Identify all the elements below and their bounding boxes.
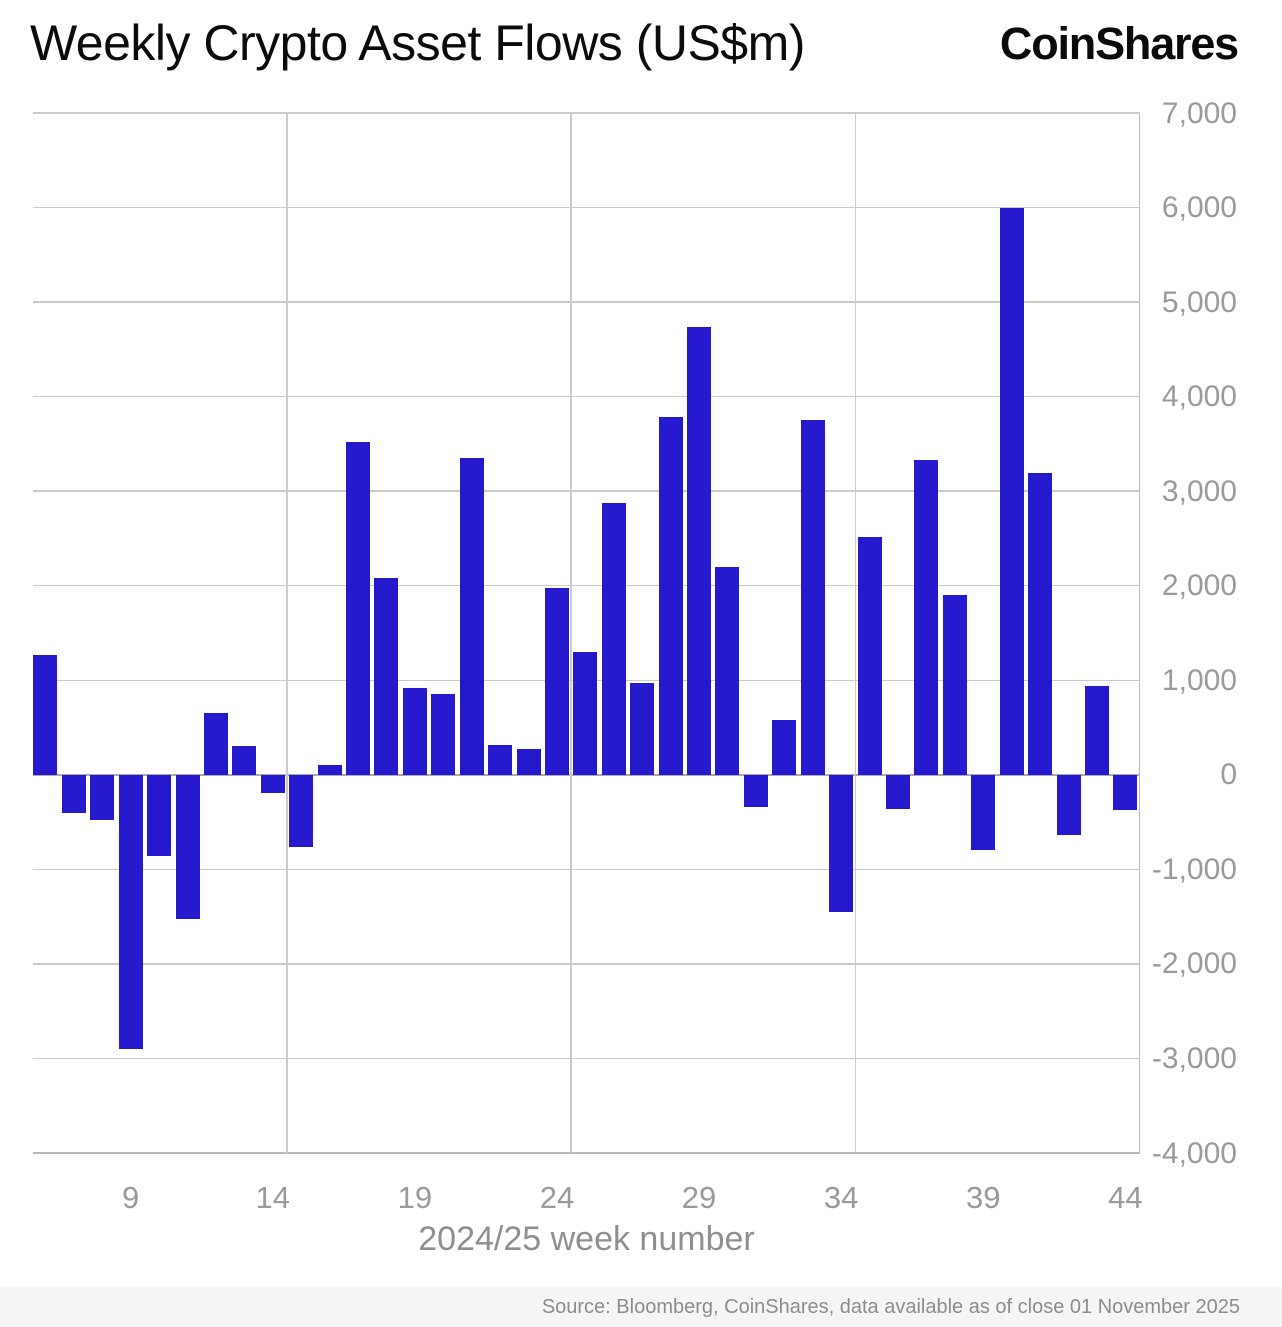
bar-week-39 (971, 774, 996, 850)
bar-week-16 (317, 764, 342, 775)
bar-week-18 (374, 578, 399, 775)
v-gridline (854, 113, 857, 1153)
bar-week-26 (601, 502, 626, 775)
bar-week-19 (402, 688, 427, 775)
bar-week-44 (1113, 774, 1138, 810)
bar-week-33 (800, 420, 825, 775)
x-tick-label: 9 (122, 1180, 140, 1215)
y-tick-label: 2,000 (1161, 569, 1237, 603)
h-gridline (33, 206, 1140, 209)
y-tick-label: 0 (1220, 758, 1237, 792)
x-tick-label: 34 (823, 1180, 859, 1215)
right-axis-line (1138, 113, 1141, 1153)
x-tick-label: 29 (681, 1180, 717, 1215)
bar-week-17 (346, 442, 371, 775)
bar-week-9 (118, 774, 143, 1049)
zero-gridline (33, 773, 1140, 776)
h-gridline (33, 963, 1140, 965)
y-tick-label: -2,000 (1151, 947, 1237, 981)
bar-week-11 (175, 774, 200, 920)
x-tick-label: 19 (397, 1180, 433, 1215)
source-note: Source: Bloomberg, CoinShares, data avai… (541, 1296, 1240, 1318)
footer-strip (0, 1287, 1282, 1327)
bar-week-23 (516, 748, 541, 775)
bar-week-43 (1084, 685, 1109, 775)
y-tick-label: -3,000 (1151, 1041, 1237, 1075)
bar-week-27 (630, 683, 655, 775)
y-tick-label: 6,000 (1161, 191, 1237, 225)
y-tick-label: 3,000 (1161, 474, 1237, 508)
bar-week-14 (260, 774, 285, 793)
x-tick-label: 14 (255, 1180, 290, 1215)
x-tick-label: 24 (539, 1180, 575, 1215)
y-tick-label: -1,000 (1151, 852, 1237, 886)
bar-week-41 (1028, 473, 1053, 775)
bar-week-15 (289, 774, 314, 847)
chart-title: Weekly Crypto Asset Flows (US$m) (30, 15, 805, 71)
h-gridline (33, 1152, 1140, 1154)
bar-week-40 (999, 207, 1024, 775)
bar-week-10 (147, 774, 172, 857)
h-gridline (33, 1057, 1140, 1060)
h-gridline (33, 395, 1140, 398)
bar-week-24 (544, 587, 569, 775)
bar-week-32 (772, 719, 797, 775)
bar-week-30 (715, 566, 740, 775)
x-tick-label: 44 (1108, 1180, 1143, 1215)
h-gridline (33, 584, 1140, 587)
v-gridline (570, 113, 572, 1153)
bar-week-35 (857, 536, 882, 775)
y-tick-label: 7,000 (1161, 96, 1237, 130)
bar-week-7 (61, 774, 86, 813)
bar-week-28 (658, 417, 683, 775)
bar-week-12 (203, 713, 228, 775)
v-gridline (286, 113, 288, 1153)
bar-week-20 (431, 693, 456, 775)
bar-week-38 (942, 595, 967, 775)
bar-week-37 (914, 459, 939, 775)
bar-week-34 (829, 774, 854, 912)
bar-week-25 (573, 651, 598, 775)
y-tick-label: 5,000 (1161, 285, 1237, 319)
bar-week-36 (886, 774, 910, 809)
bar-week-29 (687, 326, 712, 775)
y-tick-label: -4,000 (1151, 1136, 1237, 1170)
h-gridline (33, 112, 1140, 114)
bar-week-8 (90, 774, 115, 820)
bar-week-22 (488, 744, 513, 775)
bar-week-21 (459, 458, 484, 775)
bar-week-31 (743, 774, 768, 808)
x-tick-label: 39 (966, 1180, 1001, 1215)
coinshares-logo: CoinShares (999, 18, 1239, 69)
y-tick-label: 4,000 (1161, 380, 1237, 414)
bar-week-6 (33, 654, 58, 775)
h-gridline (33, 490, 1140, 492)
y-tick-label: 1,000 (1161, 663, 1237, 697)
bar-week-13 (232, 745, 257, 775)
x-axis-title: 2024/25 week number (418, 1220, 755, 1258)
h-gridline (33, 301, 1140, 303)
bar-week-42 (1056, 774, 1081, 836)
h-gridline (33, 868, 1140, 871)
